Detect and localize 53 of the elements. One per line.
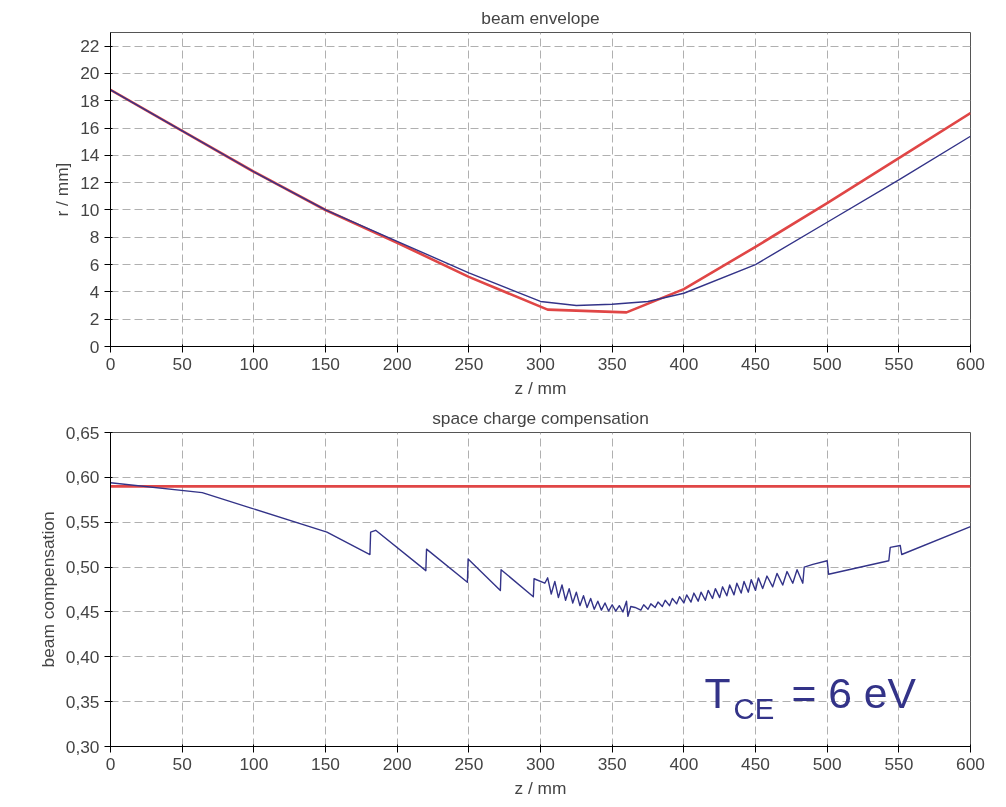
x-tick-label: 100 [239,353,269,374]
y-tick-label: 14 [80,145,100,166]
y-axis-title: beam compensation [37,511,58,668]
x-tick-label: 200 [382,753,412,774]
y-tick-label: 8 [89,227,100,248]
x-axis-title: z / mm [514,377,567,398]
y-tick-label: 0,35 [65,691,100,712]
y-tick-label: 0,45 [65,601,100,622]
x-tick-label: 150 [311,353,340,374]
x-tick-label: 450 [741,353,770,374]
y-tick-label: 6 [89,254,100,275]
x-tick-label: 0 [105,753,116,774]
x-tick-label: 0 [105,353,116,374]
chart-title: beam envelope [481,7,600,28]
x-tick-label: 600 [956,753,985,774]
x-tick-label: 50 [172,753,192,774]
x-tick-label: 400 [669,753,699,774]
x-tick-label: 300 [526,753,555,774]
y-axis-title: r / mm] [52,162,73,217]
x-tick-label: 600 [956,353,985,374]
y-tick-label: 0,40 [65,646,100,667]
x-tick-label: 550 [884,353,914,374]
x-tick-label: 350 [597,353,627,374]
x-tick-label: 550 [884,753,914,774]
y-tick-label: 22 [80,36,100,57]
chart-title: space charge compensation [432,407,649,428]
line-series [110,482,971,618]
y-tick-label: 0,50 [65,557,100,578]
x-tick-label: 50 [172,353,192,374]
y-tick-label: 12 [80,172,100,193]
x-tick-label: 250 [454,753,484,774]
y-tick-label: 10 [80,199,100,220]
x-axis-title: z / mm [514,777,567,798]
x-tick-label: 500 [812,353,842,374]
x-tick-label: 250 [454,353,484,374]
y-tick-label: 4 [89,281,100,302]
y-tick-label: 0 [89,336,100,357]
x-tick-label: 350 [597,753,627,774]
x-tick-label: 150 [311,753,340,774]
x-tick-label: 100 [239,753,269,774]
y-tick-label: 0,60 [65,467,100,488]
y-tick-label: 20 [80,63,100,84]
y-tick-label: 2 [89,309,100,330]
y-tick-label: 0,55 [65,512,100,533]
x-tick-label: 400 [669,353,699,374]
x-tick-label: 300 [526,353,555,374]
x-tick-label: 500 [812,753,842,774]
x-tick-label: 200 [382,353,412,374]
x-tick-label: 450 [741,753,770,774]
y-tick-label: 0,65 [65,422,100,443]
y-tick-label: 16 [80,118,100,139]
y-tick-label: 18 [80,90,100,111]
y-tick-label: 0,30 [65,736,100,757]
